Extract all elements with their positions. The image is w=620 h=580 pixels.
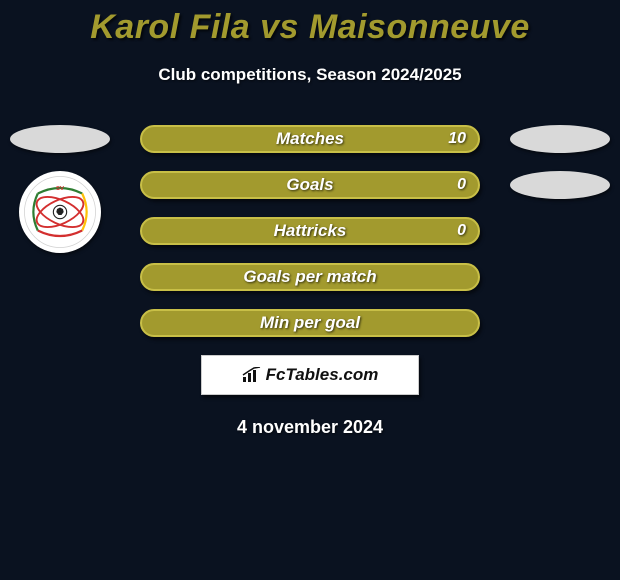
stat-label: Min per goal <box>260 313 360 333</box>
watermark-text: FcTables.com <box>242 365 379 385</box>
club-logo-svg: SV <box>23 175 97 249</box>
comparison-card: Karol Fila vs Maisonneuve Club competiti… <box>0 0 620 438</box>
player-name-pill <box>510 125 610 153</box>
club-logo: SV <box>19 171 101 253</box>
footer-date: 4 november 2024 <box>0 417 620 438</box>
stats-bars: Matches 10 Goals 0 Hattricks 0 Goals per… <box>140 125 480 337</box>
stat-value: 0 <box>457 222 466 240</box>
stat-bar: Hattricks 0 <box>140 217 480 245</box>
stat-label: Hattricks <box>274 221 347 241</box>
right-player-column <box>510 125 610 199</box>
chart-icon <box>242 367 262 383</box>
page-title: Karol Fila vs Maisonneuve <box>0 8 620 47</box>
svg-text:SV: SV <box>56 186 64 192</box>
player-name-pill <box>10 125 110 153</box>
stat-value: 0 <box>457 176 466 194</box>
left-player-column: SV <box>10 125 110 253</box>
club-name-pill <box>510 171 610 199</box>
page-subtitle: Club competitions, Season 2024/2025 <box>0 65 620 85</box>
comparison-body: SV Matches 10 Goals 0 Hattricks 0 Goals … <box>0 125 620 337</box>
stat-label: Goals <box>286 175 333 195</box>
stat-bar: Min per goal <box>140 309 480 337</box>
stat-bar: Matches 10 <box>140 125 480 153</box>
stat-label: Goals per match <box>243 267 376 287</box>
watermark-label: FcTables.com <box>266 365 379 385</box>
stat-label: Matches <box>276 129 344 149</box>
stat-bar: Goals per match <box>140 263 480 291</box>
watermark: FcTables.com <box>201 355 419 395</box>
stat-bar: Goals 0 <box>140 171 480 199</box>
stat-value: 10 <box>448 130 466 148</box>
